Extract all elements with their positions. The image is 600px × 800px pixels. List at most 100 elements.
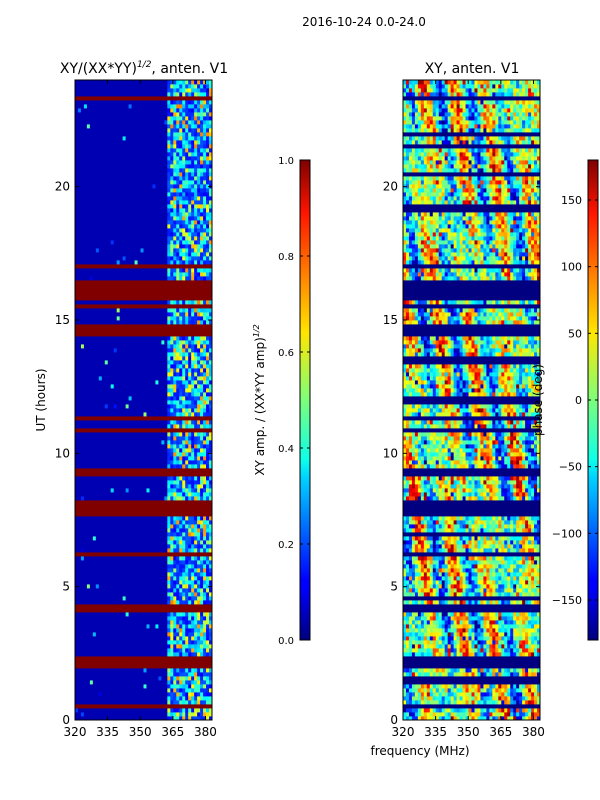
heatmap-cell	[132, 352, 135, 356]
heatmap-cell	[197, 400, 200, 404]
heatmap-cell	[161, 464, 164, 468]
heatmap-cell	[152, 564, 155, 568]
heatmap-cell	[117, 424, 120, 428]
heatmap-cell	[191, 624, 194, 628]
heatmap-cell	[188, 368, 191, 372]
heatmap-cell	[155, 448, 158, 452]
heatmap-cell	[152, 452, 155, 456]
heatmap-cell	[146, 540, 149, 544]
heatmap-cell	[203, 384, 206, 388]
heatmap-cell	[200, 536, 203, 540]
heatmap-cell	[129, 628, 132, 632]
heatmap-cell	[197, 440, 200, 444]
heatmap-cell	[96, 624, 99, 628]
heatmap-cell	[114, 692, 117, 696]
heatmap-cell	[111, 368, 114, 372]
heatmap-cell	[90, 416, 93, 420]
heatmap-cell	[90, 324, 93, 328]
heatmap-cell	[173, 536, 176, 540]
heatmap-cell	[78, 672, 81, 676]
heatmap-cell	[170, 396, 173, 400]
heatmap-cell	[117, 336, 120, 340]
heatmap-cell	[146, 436, 149, 440]
heatmap-cell	[179, 544, 182, 548]
heatmap-cell	[114, 620, 117, 624]
heatmap-cell	[144, 688, 147, 692]
heatmap-cell	[203, 540, 206, 544]
heatmap-cell	[87, 460, 90, 464]
heatmap-cell	[126, 404, 129, 408]
heatmap-cell	[81, 408, 84, 412]
heatmap-cell	[182, 548, 185, 552]
heatmap-cell	[135, 292, 138, 296]
heatmap-cell	[155, 416, 158, 420]
heatmap-cell	[206, 644, 209, 648]
heatmap-cell	[108, 624, 111, 628]
heatmap-cell	[185, 648, 188, 652]
heatmap-cell	[135, 524, 138, 528]
heatmap-cell	[144, 516, 147, 520]
heatmap-cell	[158, 304, 161, 308]
heatmap-cell	[191, 516, 194, 520]
heatmap-cell	[179, 616, 182, 620]
heatmap-cell	[194, 424, 197, 428]
heatmap-cell	[164, 708, 167, 712]
heatmap-cell	[120, 288, 123, 292]
heatmap-cell	[114, 516, 117, 520]
heatmap-cell	[146, 456, 149, 460]
heatmap-cell	[158, 480, 161, 484]
heatmap-cell	[158, 564, 161, 568]
heatmap-cell	[75, 368, 78, 372]
heatmap-cell	[141, 624, 144, 628]
heatmap-cell	[99, 684, 102, 688]
heatmap-cell	[96, 388, 99, 392]
heatmap-cell	[117, 600, 120, 604]
heatmap-cell	[179, 584, 182, 588]
heatmap-cell	[120, 344, 123, 348]
heatmap-cell	[138, 396, 141, 400]
heatmap-cell	[152, 472, 155, 476]
heatmap-cell	[141, 324, 144, 328]
heatmap-cell	[123, 420, 126, 424]
heatmap-cell	[117, 400, 120, 404]
heatmap-cell	[146, 532, 149, 536]
heatmap-cell	[185, 348, 188, 352]
heatmap-cell	[135, 528, 138, 532]
heatmap-cell	[93, 456, 96, 460]
heatmap-cell	[87, 452, 90, 456]
heatmap-cell	[117, 628, 120, 632]
heatmap-cell	[75, 308, 78, 312]
heatmap-cell	[108, 712, 111, 716]
heatmap-cell	[99, 284, 102, 288]
heatmap-cell	[132, 496, 135, 500]
heatmap-cell	[126, 700, 129, 704]
heatmap-cell	[123, 300, 126, 304]
heatmap-cell	[111, 312, 114, 316]
heatmap-cell	[138, 648, 141, 652]
heatmap-cell	[188, 348, 191, 352]
heatmap-cell	[120, 520, 123, 524]
heatmap-cell	[173, 356, 176, 360]
heatmap-cell	[135, 372, 138, 376]
heatmap-cell	[123, 660, 126, 664]
heatmap-cell	[111, 528, 114, 532]
heatmap-cell	[81, 316, 84, 320]
heatmap-cell	[117, 312, 120, 316]
heatmap-cell	[149, 624, 152, 628]
heatmap-cell	[87, 428, 90, 432]
heatmap-cell	[99, 588, 102, 592]
heatmap-cell	[152, 376, 155, 380]
heatmap-cell	[179, 572, 182, 576]
heatmap-cell	[93, 400, 96, 404]
heatmap-cell	[164, 612, 167, 616]
heatmap-cell	[78, 292, 81, 296]
heatmap-cell	[108, 436, 111, 440]
heatmap-cell	[129, 608, 132, 612]
heatmap-cell	[78, 652, 81, 656]
heatmap-cell	[161, 508, 164, 512]
heatmap-cell	[144, 664, 147, 668]
heatmap-cell	[197, 320, 200, 324]
heatmap-cell	[182, 556, 185, 560]
heatmap-cell	[206, 640, 209, 644]
heatmap-cell	[120, 368, 123, 372]
